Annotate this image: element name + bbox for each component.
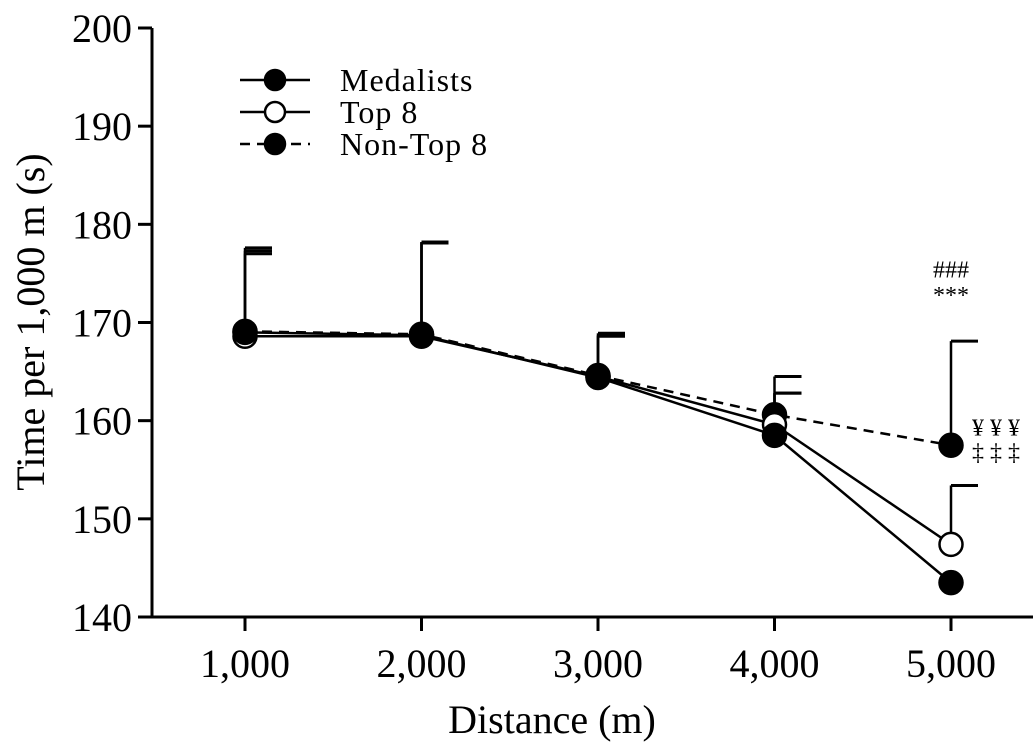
data-point <box>938 432 964 458</box>
error-bars <box>243 240 978 545</box>
y-tick-label: 180 <box>72 202 132 247</box>
annotations: ###*** ¥ ¥ ¥‡ ‡ ‡ <box>933 257 1020 466</box>
significance-annotation: ‡ ‡ ‡ <box>972 440 1020 466</box>
y-tick-label: 150 <box>72 497 132 542</box>
x-tick-label: 5,000 <box>906 641 996 686</box>
significance-annotation: ¥ ¥ ¥ <box>972 416 1020 442</box>
series-markers <box>232 318 964 596</box>
y-tick-label: 140 <box>72 595 132 640</box>
legend-marker <box>263 132 287 156</box>
data-point <box>938 569 964 596</box>
data-point <box>938 531 964 558</box>
data-point <box>408 322 435 349</box>
data-point <box>761 422 788 449</box>
x-tick-label: 4,000 <box>730 641 820 686</box>
x-axis-title: Distance (m) <box>448 697 656 742</box>
data-point <box>585 364 611 391</box>
significance-annotation: *** <box>933 283 969 309</box>
axes: 140 150 160 170 180 190 200 1,000 2,000 3,000 4,00… <box>72 6 1033 686</box>
data-point <box>232 319 258 346</box>
y-tick-label: 170 <box>72 301 132 346</box>
x-tick-label: 2,000 <box>377 641 467 686</box>
x-tick-label: 3,000 <box>553 641 643 686</box>
y-tick-label: 190 <box>72 104 132 149</box>
legend-label: Medalists <box>340 62 473 98</box>
legend-marker <box>263 68 287 92</box>
x-tick-label: 1,000 <box>200 641 290 686</box>
y-tick-label: 160 <box>72 399 132 444</box>
y-axis-title: Time per 1,000 m (s) <box>8 153 53 490</box>
legend-label: Top 8 <box>340 94 418 130</box>
legend-marker <box>263 100 287 124</box>
legend-label: Non-Top 8 <box>340 126 488 162</box>
significance-annotation: ### <box>933 257 969 283</box>
y-tick-label: 200 <box>72 6 132 51</box>
